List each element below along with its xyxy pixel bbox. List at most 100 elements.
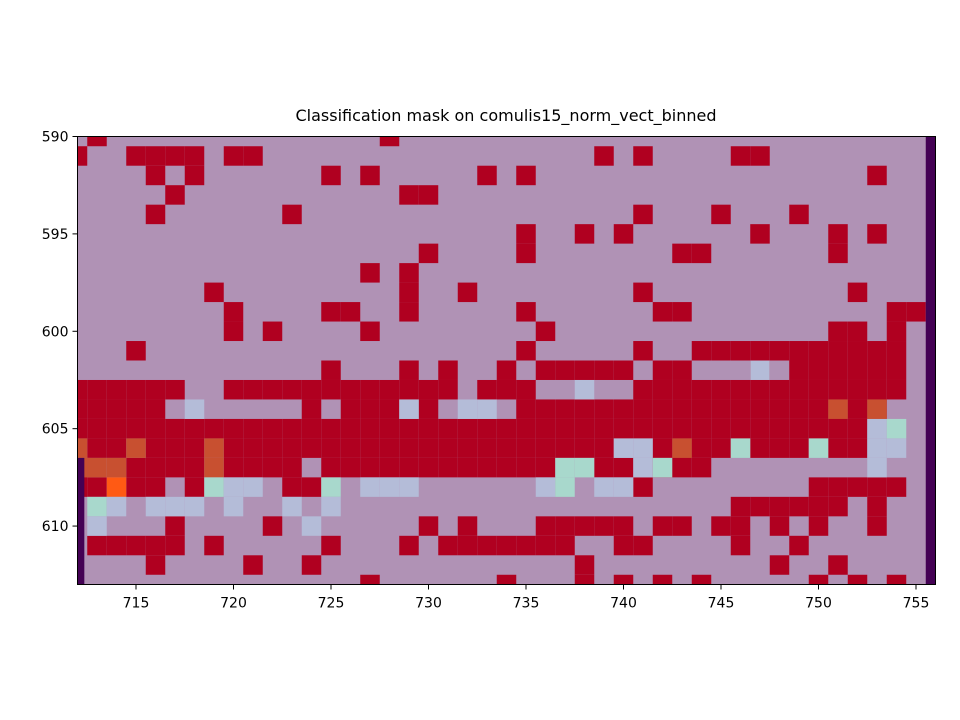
mask-cell bbox=[301, 418, 322, 439]
tinted-cell bbox=[282, 496, 302, 517]
tinted-cell bbox=[184, 496, 205, 517]
mask-cell bbox=[672, 243, 692, 264]
mask-cell bbox=[418, 438, 439, 458]
tinted-cell bbox=[457, 399, 478, 419]
mask-cell bbox=[340, 379, 361, 400]
mask-cell bbox=[106, 418, 127, 439]
tinted-cell bbox=[204, 438, 224, 458]
mask-cell bbox=[418, 457, 439, 478]
mask-cell bbox=[379, 457, 400, 478]
mask-cell bbox=[711, 418, 731, 439]
mask-cell bbox=[438, 360, 458, 380]
mask-cell bbox=[379, 399, 400, 419]
tinted-cell bbox=[204, 477, 224, 497]
mask-cell bbox=[438, 535, 458, 556]
mask-cell bbox=[243, 457, 263, 478]
mask-cell bbox=[457, 282, 478, 303]
mask-cell bbox=[691, 243, 712, 264]
mask-cell bbox=[87, 399, 107, 419]
mask-cell bbox=[847, 341, 868, 361]
mask-cell bbox=[106, 438, 127, 458]
tinted-cell bbox=[808, 438, 829, 458]
mask-cell bbox=[282, 477, 302, 497]
mask-cell bbox=[457, 418, 478, 439]
mask-cell bbox=[516, 418, 536, 439]
mask-cell bbox=[496, 418, 517, 439]
tinted-cell bbox=[886, 418, 907, 439]
mask-cell bbox=[77, 418, 88, 439]
mask-cell bbox=[204, 418, 224, 439]
mask-cell bbox=[126, 379, 146, 400]
mask-cell bbox=[243, 438, 263, 458]
mask-cell bbox=[886, 477, 907, 497]
mask-cell bbox=[769, 555, 790, 575]
mask-cell bbox=[87, 136, 107, 147]
mask-cell bbox=[555, 535, 575, 556]
mask-cell bbox=[633, 146, 653, 166]
mask-cell bbox=[847, 321, 868, 342]
mask-cell bbox=[399, 379, 419, 400]
mask-cell bbox=[847, 360, 868, 380]
tinted-cell bbox=[301, 516, 322, 536]
mask-cell bbox=[886, 302, 907, 322]
mask-cell bbox=[262, 516, 283, 536]
tinted-cell bbox=[730, 438, 751, 458]
mask-cell bbox=[652, 379, 673, 400]
mask-cell bbox=[77, 399, 88, 419]
mask-cell bbox=[828, 496, 848, 517]
mask-cell bbox=[886, 574, 907, 585]
mask-cell bbox=[613, 535, 634, 556]
mask-cell bbox=[438, 379, 458, 400]
mask-cell bbox=[594, 399, 614, 419]
mask-cell bbox=[360, 321, 380, 342]
mask-cell bbox=[633, 282, 653, 303]
mask-cell bbox=[633, 535, 653, 556]
mask-cell bbox=[477, 379, 497, 400]
mask-cell bbox=[613, 360, 634, 380]
mask-cell bbox=[574, 438, 595, 458]
mask-cell bbox=[555, 516, 575, 536]
mask-cell bbox=[399, 535, 419, 556]
x-tick-label: 715 bbox=[123, 596, 150, 612]
mask-cell bbox=[399, 302, 419, 322]
mask-cell bbox=[399, 185, 419, 205]
mask-cell bbox=[672, 516, 692, 536]
mask-cell bbox=[808, 399, 829, 419]
mask-cell bbox=[808, 418, 829, 439]
mask-cell bbox=[301, 379, 322, 400]
mask-cell bbox=[126, 341, 146, 361]
mask-cell bbox=[574, 574, 595, 585]
tinted-cell bbox=[184, 399, 205, 419]
mask-cell bbox=[496, 574, 517, 585]
tinted-cell bbox=[399, 477, 419, 497]
mask-cell bbox=[360, 438, 380, 458]
mask-cell bbox=[223, 321, 244, 342]
mask-cell bbox=[769, 379, 790, 400]
mask-cell bbox=[243, 379, 263, 400]
mask-cell bbox=[652, 360, 673, 380]
mask-cell bbox=[360, 165, 380, 186]
tinted-cell bbox=[477, 399, 497, 419]
mask-cell bbox=[633, 418, 653, 439]
mask-cell bbox=[613, 574, 634, 585]
mask-cell bbox=[301, 438, 322, 458]
mask-cell bbox=[418, 379, 439, 400]
mask-cell bbox=[574, 224, 595, 244]
mask-cell bbox=[87, 379, 107, 400]
mask-cell bbox=[126, 399, 146, 419]
mask-cell bbox=[672, 302, 692, 322]
mask-cell bbox=[379, 379, 400, 400]
tinted-cell bbox=[574, 457, 595, 478]
mask-cell bbox=[633, 379, 653, 400]
mask-cell bbox=[574, 418, 595, 439]
tinted-cell bbox=[613, 438, 634, 458]
mask-cell bbox=[301, 477, 322, 497]
tinted-cell bbox=[87, 516, 107, 536]
mask-cell bbox=[184, 146, 205, 166]
mask-cell bbox=[516, 438, 536, 458]
mask-cell bbox=[145, 146, 166, 166]
mask-cell bbox=[886, 321, 907, 342]
mask-cell bbox=[516, 302, 536, 322]
mask-cell bbox=[282, 418, 302, 439]
mask-cell bbox=[399, 438, 419, 458]
